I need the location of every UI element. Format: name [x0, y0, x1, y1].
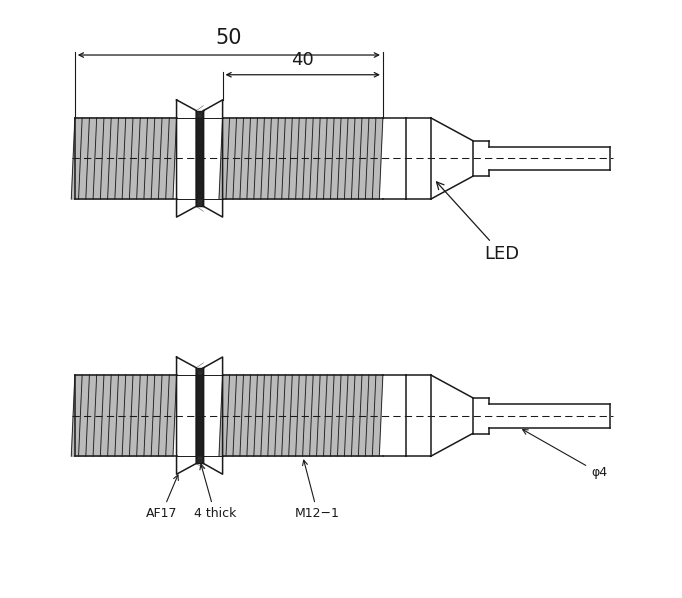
Polygon shape [233, 118, 243, 199]
Polygon shape [233, 375, 243, 456]
Polygon shape [344, 375, 355, 456]
Text: M12−1: M12−1 [295, 460, 340, 520]
Polygon shape [288, 118, 299, 199]
Polygon shape [166, 375, 177, 456]
Polygon shape [310, 118, 320, 199]
Polygon shape [261, 118, 271, 199]
Polygon shape [344, 118, 355, 199]
Polygon shape [226, 375, 237, 456]
Polygon shape [115, 118, 125, 199]
Text: 50: 50 [216, 28, 242, 48]
Text: φ4: φ4 [522, 429, 607, 480]
Polygon shape [144, 375, 155, 456]
Polygon shape [122, 375, 133, 456]
Polygon shape [282, 375, 293, 456]
Text: LED: LED [436, 182, 520, 263]
Polygon shape [136, 375, 147, 456]
Polygon shape [331, 375, 341, 456]
Polygon shape [72, 375, 82, 456]
Polygon shape [303, 118, 313, 199]
Polygon shape [247, 118, 257, 199]
Polygon shape [338, 375, 348, 456]
Polygon shape [93, 375, 104, 456]
Polygon shape [78, 118, 89, 199]
Polygon shape [351, 118, 362, 199]
Polygon shape [72, 118, 82, 199]
Text: 4 thick: 4 thick [194, 464, 236, 520]
Polygon shape [136, 118, 147, 199]
Polygon shape [240, 375, 250, 456]
Polygon shape [144, 118, 155, 199]
Polygon shape [240, 118, 250, 199]
Polygon shape [247, 375, 257, 456]
Polygon shape [316, 118, 327, 199]
Polygon shape [78, 375, 89, 456]
Polygon shape [303, 375, 313, 456]
Polygon shape [100, 375, 111, 456]
Polygon shape [254, 118, 265, 199]
Polygon shape [219, 375, 230, 456]
Polygon shape [268, 118, 278, 199]
Polygon shape [108, 375, 119, 456]
Polygon shape [372, 118, 383, 199]
Polygon shape [316, 375, 327, 456]
Polygon shape [254, 375, 265, 456]
Polygon shape [86, 375, 97, 456]
Text: 40: 40 [291, 51, 314, 69]
Polygon shape [372, 375, 383, 456]
Polygon shape [158, 375, 169, 456]
Polygon shape [282, 118, 293, 199]
Polygon shape [86, 118, 97, 199]
Polygon shape [115, 375, 125, 456]
Polygon shape [296, 118, 306, 199]
Polygon shape [151, 375, 162, 456]
Polygon shape [351, 375, 362, 456]
Polygon shape [261, 375, 271, 456]
Polygon shape [226, 118, 237, 199]
Polygon shape [219, 118, 230, 199]
Polygon shape [100, 118, 111, 199]
Polygon shape [323, 375, 334, 456]
Polygon shape [338, 118, 348, 199]
Polygon shape [275, 118, 285, 199]
Polygon shape [331, 118, 341, 199]
Polygon shape [130, 118, 140, 199]
Polygon shape [310, 375, 320, 456]
Polygon shape [358, 118, 369, 199]
Polygon shape [268, 375, 278, 456]
Polygon shape [166, 118, 177, 199]
Polygon shape [151, 118, 162, 199]
Polygon shape [158, 118, 169, 199]
Polygon shape [366, 118, 376, 199]
Polygon shape [130, 375, 140, 456]
Polygon shape [323, 118, 334, 199]
Polygon shape [358, 375, 369, 456]
Polygon shape [288, 375, 299, 456]
Polygon shape [93, 118, 104, 199]
Polygon shape [108, 118, 119, 199]
Polygon shape [275, 375, 285, 456]
Polygon shape [296, 375, 306, 456]
Polygon shape [122, 118, 133, 199]
Polygon shape [366, 375, 376, 456]
Text: AF17: AF17 [146, 475, 178, 520]
